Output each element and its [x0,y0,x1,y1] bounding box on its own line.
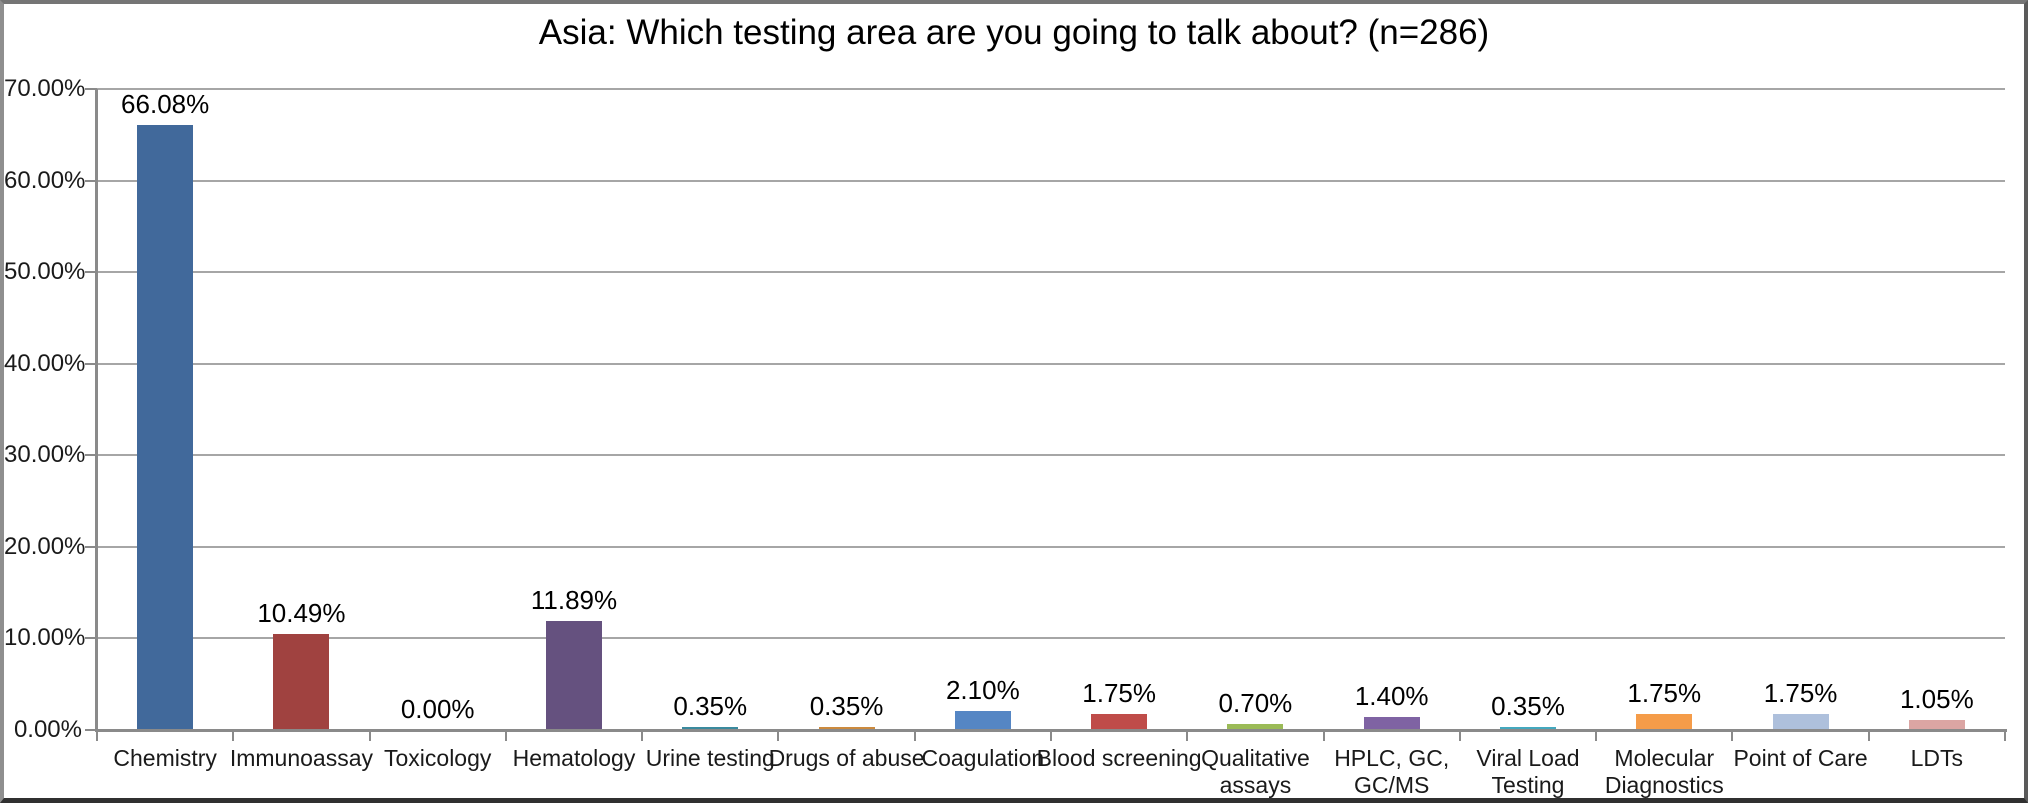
bar [954,710,1011,730]
bar-value-label: 1.40% [1354,681,1429,712]
bar [546,621,602,730]
y-axis-tick-label: 10.00% [4,624,86,652]
x-axis-tick [1595,730,1598,741]
y-axis-tick [85,88,97,90]
x-axis-tick [368,730,371,741]
x-axis-line [95,729,2007,732]
y-gridline [97,637,2005,640]
bar-value-label: 11.89% [530,585,618,616]
bar [1772,713,1829,730]
x-axis-tick [1186,730,1189,741]
y-axis-tick [85,545,97,548]
x-axis-tick [1867,730,1870,741]
y-gridline [97,362,2005,365]
bar [818,726,875,730]
category-label: Viral Load Testing [1476,745,1580,798]
x-axis-tick [96,730,98,741]
bar [1500,726,1556,730]
x-axis-tick [504,730,507,741]
bar-value-label: 0.35% [1491,690,1565,721]
x-axis-tick [1458,730,1461,741]
y-axis-tick [85,454,97,457]
category-label: Blood screening [1036,745,1202,771]
bar-value-label: 0.70% [1218,687,1293,718]
y-gridline [97,454,2005,457]
bar [1363,717,1420,730]
y-axis-tick [85,362,97,365]
bar [273,633,330,730]
y-axis-tick-label: 30.00% [4,441,86,469]
bar-value-label: 1.75% [1082,677,1156,708]
bar-value-label: 0.00% [400,694,475,724]
chart-title: Asia: Which testing area are you going t… [538,13,1490,52]
x-axis-tick [1322,730,1325,741]
category-label: Toxicology [384,745,492,771]
bar-value-label: 0.35% [809,690,884,721]
y-axis-tick-label: 20.00% [4,532,86,560]
y-axis-tick [85,729,97,731]
x-axis-tick [1731,730,1734,741]
bar [682,726,739,730]
y-gridline [97,179,2005,182]
x-axis-tick [2004,730,2006,741]
category-label: Coagulation [921,745,1045,771]
bar [1908,720,1965,730]
bar-value-label: 1.75% [1763,677,1838,708]
bar-value-label: 66.08% [121,88,210,119]
category-label: Hematology [512,745,636,771]
x-axis-tick [777,730,780,741]
y-axis-tick [85,637,97,640]
y-axis-tick [85,271,97,274]
category-label: HPLC, GC, GC/MS [1334,745,1450,798]
bar-value-label: 0.35% [673,690,748,721]
bar [137,124,194,730]
category-label: Drugs of abuse [768,745,925,771]
category-label: Qualitative assays [1201,745,1310,798]
x-axis-tick [232,730,235,741]
bar-value-label: 2.10% [945,674,1020,705]
y-axis-tick-label: 60.00% [4,166,86,194]
y-axis-tick-label: 0.00% [13,716,82,743]
category-label: Urine testing [645,745,775,771]
y-axis-tick-label: 70.00% [4,75,86,102]
category-label: Molecular Diagnostics [1604,745,1724,798]
y-gridline [97,271,2005,274]
bar [1227,723,1284,730]
y-axis-tick-label: 40.00% [4,349,86,377]
y-gridline [97,545,2005,548]
y-axis-tick-label: 50.00% [4,258,86,286]
category-label: Chemistry [113,745,217,771]
bar [1636,713,1693,730]
y-gridline [97,88,2005,90]
y-axis-line [95,89,98,732]
category-label: Immunoassay [229,745,373,771]
bar-value-label: 10.49% [257,597,346,628]
y-axis-tick [85,179,97,182]
bar-value-label: 1.05% [1899,684,1974,715]
bar [1091,713,1148,730]
category-label: LDTs [1910,745,1964,771]
x-axis-tick [913,730,916,741]
x-axis-tick [1050,730,1052,741]
bar-value-label: 1.75% [1627,677,1702,708]
category-label: Point of Care [1733,745,1868,771]
x-axis-tick [641,730,644,741]
